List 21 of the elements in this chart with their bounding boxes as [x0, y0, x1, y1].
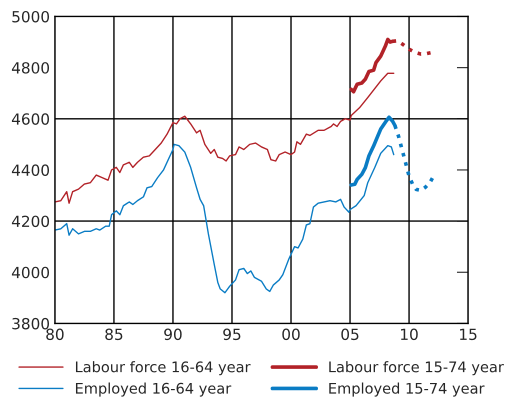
y-tick-label: 4800 [12, 62, 50, 74]
x-tick-label: 00 [282, 328, 300, 340]
legend-label: Employed 16-64 year [76, 382, 232, 397]
line-series [54, 72, 394, 204]
x-tick-label: 10 [401, 328, 418, 340]
x-tick-label: 05 [341, 328, 358, 340]
x-tick-label: 90 [164, 328, 182, 340]
y-tick-label: 3800 [12, 318, 50, 330]
y-tick-label: 4600 [12, 113, 50, 125]
y-tick-label: 5000 [12, 10, 50, 22]
legend-label: Employed 15-74 year [329, 382, 485, 397]
y-tick-label: 4200 [12, 216, 50, 228]
x-tick-label: 85 [105, 328, 122, 340]
y-tick-label: 4000 [12, 266, 50, 278]
legend-label: Labour force 16-64 year [76, 361, 251, 376]
x-tick-label: 80 [46, 328, 64, 340]
y-tick-label: 4400 [12, 164, 50, 176]
legend-label: Labour force 15-74 year [329, 361, 504, 376]
x-tick-label: 15 [460, 328, 476, 340]
line-series [54, 144, 394, 294]
x-tick-label: 95 [223, 328, 240, 340]
